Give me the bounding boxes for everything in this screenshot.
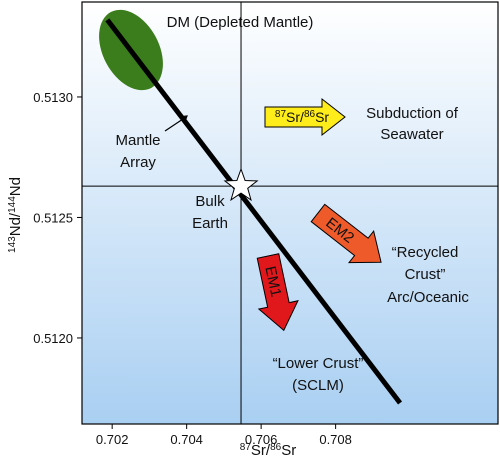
- em1-label: EM1: [261, 265, 284, 299]
- subduction-label: Subduction of: [366, 105, 459, 122]
- recycled-label: Crust”: [405, 266, 446, 283]
- ratio-text: Sr: [315, 109, 329, 125]
- sup: 86: [270, 442, 282, 453]
- label-text: Nd/: [7, 212, 24, 236]
- ratio-text: Sr/: [286, 109, 304, 125]
- label-text: Sr: [281, 442, 296, 459]
- sup: 143: [7, 236, 18, 253]
- sup: 87: [240, 442, 252, 453]
- recycled-label: Arc/Oceanic: [387, 289, 469, 306]
- sup: 86: [304, 109, 316, 120]
- lower-crust-label: (SCLM): [292, 377, 344, 394]
- y-axis-label: 143Nd/144Nd: [7, 177, 24, 253]
- y-tick-label: 0.5120: [33, 331, 73, 346]
- em2-arrow: EM2: [310, 203, 382, 264]
- x-axis-label: 87Sr/86Sr: [240, 442, 296, 459]
- pointer: [164, 116, 187, 132]
- sup: 87: [275, 109, 287, 120]
- x-tick-label: 0.706: [245, 432, 278, 447]
- x-tick-label: 0.702: [96, 432, 129, 447]
- pointer-head: [178, 115, 188, 125]
- bulk-earth-star: [223, 167, 259, 202]
- mantle-array-line: [105, 18, 403, 405]
- sup: 144: [7, 196, 18, 213]
- lower-crust-label: “Lower Crust”: [273, 355, 364, 372]
- dm-label: DM (Depleted Mantle): [167, 14, 314, 31]
- bulk-earth-label: Earth: [192, 215, 228, 232]
- bulk-earth-label: Bulk: [195, 193, 225, 210]
- label-text: Nd: [7, 177, 24, 196]
- subduction-label: Seawater: [380, 126, 443, 143]
- mantle-array-label: Mantle: [115, 132, 160, 149]
- x-tick-label: 0.704: [170, 432, 203, 447]
- x-tick-label: 0.708: [319, 432, 352, 447]
- subduction-arrow: [264, 97, 346, 137]
- y-tick-label: 0.5130: [33, 90, 73, 105]
- em1-arrow: EM1: [256, 253, 299, 332]
- y-tick-label: 0.5125: [33, 210, 73, 225]
- label-text: Sr/: [251, 442, 271, 459]
- arrow-ratio: 87Sr/86Sr: [275, 109, 329, 125]
- mantle-array-label: Array: [120, 154, 156, 171]
- recycled-label: “Recycled: [392, 244, 459, 261]
